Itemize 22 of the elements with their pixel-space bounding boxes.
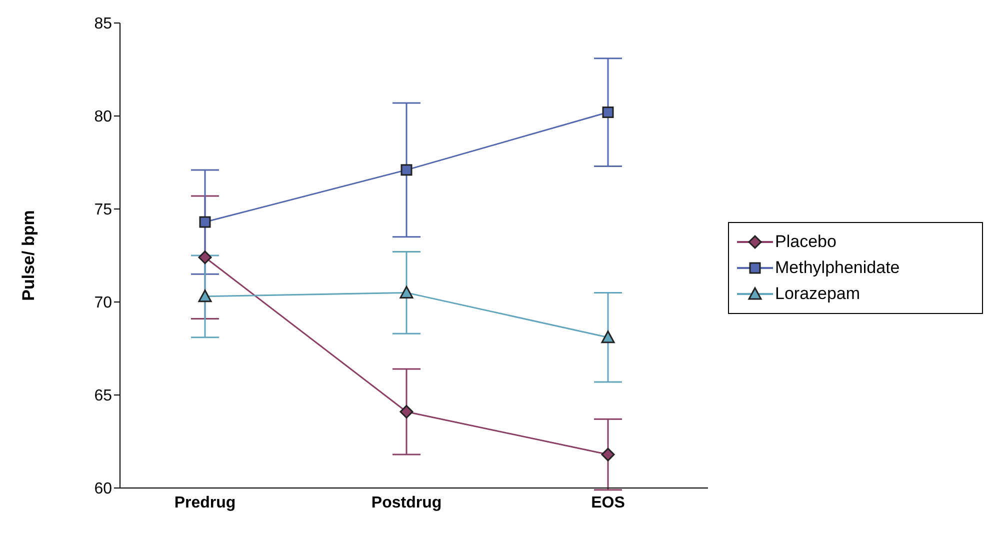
point xyxy=(400,404,414,418)
y-tick-label: 85 xyxy=(94,16,112,33)
legend-label: Methylphenidate xyxy=(775,258,900,278)
point xyxy=(400,286,414,298)
point xyxy=(400,164,412,176)
x-tick-label: EOS xyxy=(591,494,626,512)
y-tick-label: 65 xyxy=(94,388,112,405)
legend-label: Lorazepam xyxy=(775,284,860,304)
point xyxy=(601,330,615,344)
x-tick-label: Postdrug xyxy=(371,494,442,512)
point xyxy=(199,216,211,228)
point xyxy=(601,448,615,462)
y-axis-title: Pulse/ bpm xyxy=(19,210,38,301)
legend-label: Placebo xyxy=(775,232,836,252)
y-tick-label: 80 xyxy=(94,108,112,126)
point xyxy=(198,250,212,264)
y-tick-label: 70 xyxy=(94,294,112,312)
y-tick-label: 60 xyxy=(94,480,112,498)
point xyxy=(602,106,614,118)
point xyxy=(198,290,212,302)
y-tick-label: 75 xyxy=(94,202,112,219)
x-tick-label: Predrug xyxy=(174,494,236,512)
